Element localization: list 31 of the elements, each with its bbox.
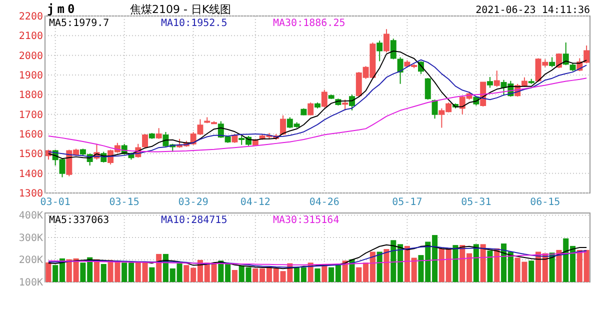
annotation: 2021-06-23 14:11:36 — [476, 5, 590, 16]
text: MA30:1886.25 — [273, 18, 346, 29]
x-tick-label: 03-29 — [178, 197, 208, 208]
y-tick-label: 1800 — [18, 90, 43, 102]
y-tick-label: 300K — [18, 232, 43, 244]
y-tick-label: 1500 — [18, 149, 43, 160]
y-tick-label: 1700 — [18, 110, 43, 121]
text: MA5:337063 — [49, 215, 110, 226]
y-tick-label: 200K — [18, 255, 43, 266]
x-tick-label: 05-31 — [461, 197, 492, 208]
text: MA10:1952.5 — [161, 18, 228, 29]
y-tick-label: 400K — [18, 210, 43, 222]
y-tick-label: 1600 — [18, 130, 43, 140]
x-tick-label: 04-26 — [309, 197, 340, 208]
y-tick-label: 1400 — [18, 168, 43, 180]
x-tick-label: 03-01 — [40, 197, 70, 208]
x-tick-label: 05-17 — [392, 197, 422, 208]
y-tick-label: 1900 — [18, 70, 43, 82]
x-tick-label: 03-15 — [109, 197, 140, 208]
x-tick-label: 06-15 — [530, 197, 560, 208]
x-tick-label: 04-12 — [240, 197, 270, 208]
text: MA10:284715 — [161, 215, 228, 226]
y-tick-label: 100K — [18, 278, 43, 288]
annotation: jm0 — [47, 2, 78, 16]
text: MA30:315164 — [273, 215, 340, 226]
y-tick-label: 1300 — [18, 188, 43, 200]
y-tick-label: 2100 — [18, 31, 43, 42]
text: MA5:1979.7 — [49, 18, 110, 29]
y-tick-label: 2200 — [18, 12, 43, 22]
y-tick-label: 2000 — [18, 50, 43, 62]
chart-title: 焦煤2109 - 日K线图 — [130, 3, 232, 16]
